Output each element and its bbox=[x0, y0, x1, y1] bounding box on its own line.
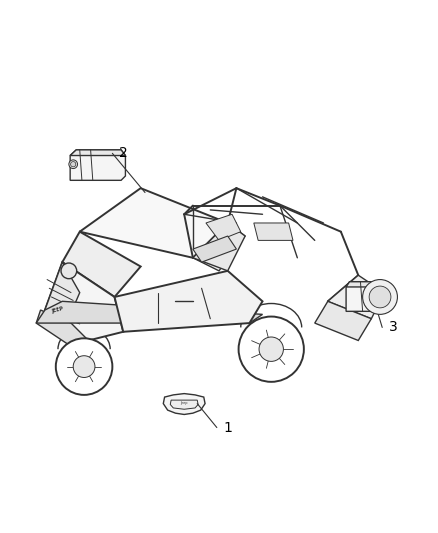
Polygon shape bbox=[346, 282, 389, 311]
Polygon shape bbox=[70, 150, 125, 156]
Polygon shape bbox=[193, 236, 237, 262]
Circle shape bbox=[259, 337, 283, 361]
Polygon shape bbox=[315, 301, 371, 341]
Polygon shape bbox=[80, 188, 228, 258]
Polygon shape bbox=[328, 275, 385, 319]
Polygon shape bbox=[45, 262, 80, 323]
Polygon shape bbox=[346, 282, 389, 287]
Circle shape bbox=[61, 263, 77, 279]
Polygon shape bbox=[36, 310, 88, 349]
Circle shape bbox=[239, 317, 304, 382]
Polygon shape bbox=[193, 223, 245, 271]
Circle shape bbox=[363, 279, 397, 314]
Circle shape bbox=[71, 161, 76, 167]
Polygon shape bbox=[170, 400, 198, 409]
Polygon shape bbox=[62, 232, 141, 297]
Text: 2: 2 bbox=[119, 147, 127, 160]
Circle shape bbox=[73, 356, 95, 377]
Text: JEEP: JEEP bbox=[51, 306, 64, 314]
Text: 1: 1 bbox=[223, 421, 232, 434]
Polygon shape bbox=[70, 150, 125, 180]
Polygon shape bbox=[115, 271, 262, 332]
Polygon shape bbox=[45, 262, 123, 345]
Polygon shape bbox=[163, 393, 205, 415]
Polygon shape bbox=[206, 214, 241, 240]
Circle shape bbox=[369, 286, 391, 308]
Polygon shape bbox=[254, 223, 293, 240]
Polygon shape bbox=[193, 223, 245, 271]
Polygon shape bbox=[36, 301, 262, 323]
Text: Jeep: Jeep bbox=[180, 401, 188, 405]
Circle shape bbox=[56, 338, 113, 395]
Text: 3: 3 bbox=[389, 320, 397, 334]
Circle shape bbox=[69, 160, 78, 168]
